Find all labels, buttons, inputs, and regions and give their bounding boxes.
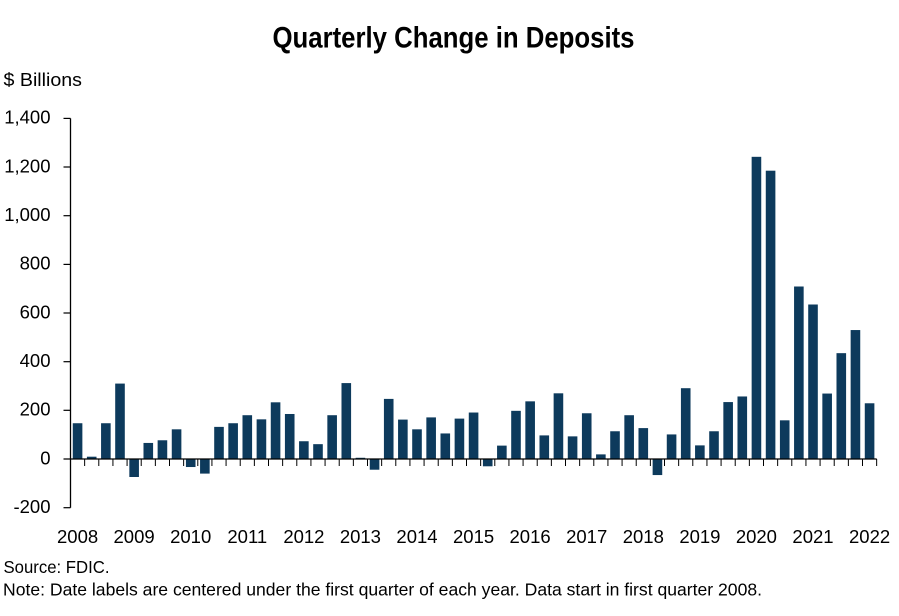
svg-text:2022: 2022 (849, 526, 890, 547)
svg-text:1,200: 1,200 (4, 155, 50, 176)
svg-text:Quarterly Change in Deposits: Quarterly Change in Deposits (273, 22, 635, 55)
svg-text:600: 600 (20, 301, 51, 322)
svg-text:2015: 2015 (453, 526, 494, 547)
svg-text:-200: -200 (13, 496, 50, 517)
svg-text:2019: 2019 (679, 526, 720, 547)
svg-text:0: 0 (40, 447, 50, 468)
svg-text:2018: 2018 (623, 526, 664, 547)
svg-text:Source: FDIC.: Source: FDIC. (4, 557, 110, 577)
svg-text:400: 400 (20, 350, 51, 371)
svg-text:800: 800 (20, 253, 51, 274)
svg-text:2009: 2009 (114, 526, 155, 547)
svg-text:2011: 2011 (227, 526, 267, 547)
svg-text:2012: 2012 (283, 526, 324, 547)
svg-text:2008: 2008 (57, 526, 98, 547)
svg-text:2016: 2016 (510, 526, 551, 547)
svg-text:2010: 2010 (170, 526, 211, 547)
svg-text:2021: 2021 (792, 526, 833, 547)
svg-text:2013: 2013 (340, 526, 381, 547)
svg-text:1,000: 1,000 (4, 204, 50, 225)
svg-text:2020: 2020 (736, 526, 777, 547)
svg-text:$ Billions: $ Billions (4, 69, 83, 90)
svg-text:1,400: 1,400 (4, 107, 50, 128)
svg-text:200: 200 (20, 399, 51, 420)
svg-text:2017: 2017 (566, 526, 607, 547)
svg-text:Note: Date labels are centered: Note: Date labels are centered under the… (3, 580, 762, 600)
svg-text:2014: 2014 (396, 526, 437, 547)
